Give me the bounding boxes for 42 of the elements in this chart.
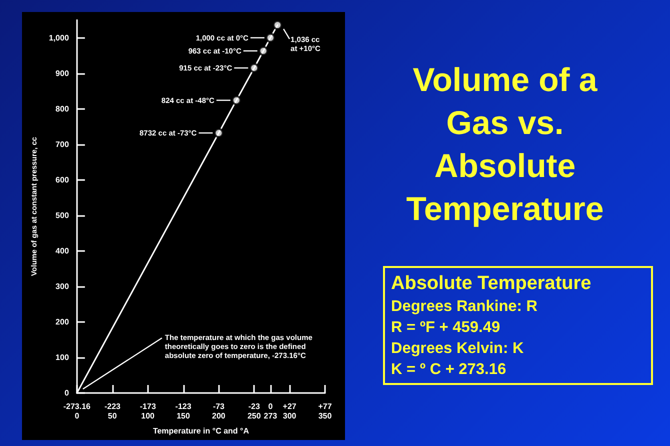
x-tick-label: -73	[212, 402, 226, 411]
x2-tick-label: 200	[212, 412, 226, 420]
x2-tick-label: 50	[108, 412, 118, 420]
x2-tick-label: 350	[318, 412, 332, 420]
x-tick-label: -223	[104, 402, 122, 411]
y-tick-label: 200	[56, 317, 70, 326]
point	[258, 46, 268, 56]
text: K = º C + 273.16	[391, 360, 508, 380]
x-tick-label: -23	[248, 402, 260, 411]
point	[214, 128, 224, 138]
x-axis-title: Temperature in °C and °A	[152, 426, 250, 436]
x2-tick-label: 0	[74, 412, 80, 420]
y-tick-label: 300	[56, 282, 70, 291]
point	[249, 62, 260, 73]
text: Absolute Temperature	[391, 272, 592, 296]
x-tick-label: -123	[175, 402, 192, 411]
y-tick-label: 600	[56, 175, 70, 184]
text: Volume of a Gas vs. Absolute Temperature	[405, 60, 605, 229]
point	[272, 20, 283, 30]
y-tick-label: 0	[64, 388, 70, 398]
x2-tick-label: 100	[141, 412, 156, 420]
y-tick-label: 900	[56, 68, 70, 78]
y-tick-label: 100	[56, 352, 70, 362]
x-tick-label: -273.16	[63, 402, 92, 411]
text: Degrees Kelvin: K	[391, 339, 525, 359]
x-tick-label: -173	[140, 402, 156, 411]
x-tick-label: 0	[268, 402, 274, 411]
y-tick-label: 1,000	[48, 33, 70, 42]
y-tick-label: 700	[56, 140, 70, 149]
y-tick-label: 400	[56, 246, 70, 256]
text: R = ºF + 459.49	[391, 318, 502, 338]
point	[231, 95, 242, 106]
text: Degrees Rankine: R	[391, 297, 538, 317]
x2-tick-label: 150	[176, 412, 190, 420]
x2-tick-label: 300	[282, 412, 297, 420]
x-tick-label: +77	[318, 402, 332, 411]
x2-tick-label: 273	[264, 412, 278, 420]
y-tick-label: 500	[56, 210, 70, 220]
y-tick-label: 800	[56, 104, 70, 114]
point	[265, 32, 276, 43]
x2-tick-label: 250	[247, 412, 262, 420]
x-tick-label: +27	[282, 402, 297, 411]
